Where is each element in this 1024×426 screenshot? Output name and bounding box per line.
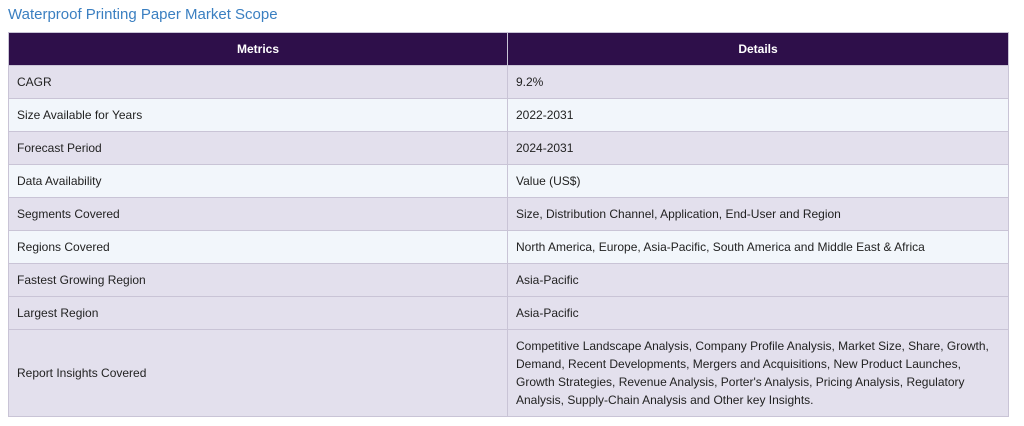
- detail-cell: Size, Distribution Channel, Application,…: [507, 197, 1009, 231]
- metric-cell: Data Availability: [8, 164, 508, 198]
- table-row: Data Availability Value (US$): [8, 164, 1009, 198]
- metric-cell: Segments Covered: [8, 197, 508, 231]
- table-header-row: Metrics Details: [8, 32, 1009, 66]
- table-row: Regions Covered North America, Europe, A…: [8, 230, 1009, 264]
- metric-cell: Largest Region: [8, 296, 508, 330]
- table-row: Segments Covered Size, Distribution Chan…: [8, 197, 1009, 231]
- table-row: Largest Region Asia-Pacific: [8, 296, 1009, 330]
- detail-cell: North America, Europe, Asia-Pacific, Sou…: [507, 230, 1009, 264]
- column-header-metrics: Metrics: [8, 32, 508, 66]
- detail-cell: 2024-2031: [507, 131, 1009, 165]
- detail-cell: Value (US$): [507, 164, 1009, 198]
- detail-cell: 2022-2031: [507, 98, 1009, 132]
- metric-cell: Report Insights Covered: [8, 329, 508, 417]
- page-title: Waterproof Printing Paper Market Scope: [8, 6, 278, 23]
- metric-cell: CAGR: [8, 65, 508, 99]
- metric-cell: Fastest Growing Region: [8, 263, 508, 297]
- metric-cell: Regions Covered: [8, 230, 508, 264]
- detail-cell: Asia-Pacific: [507, 296, 1009, 330]
- table-row: Fastest Growing Region Asia-Pacific: [8, 263, 1009, 297]
- table-row: Size Available for Years 2022-2031: [8, 98, 1009, 132]
- table-row: CAGR 9.2%: [8, 65, 1009, 99]
- metric-cell: Forecast Period: [8, 131, 508, 165]
- detail-cell: Asia-Pacific: [507, 263, 1009, 297]
- column-header-details: Details: [507, 32, 1009, 66]
- metric-cell: Size Available for Years: [8, 98, 508, 132]
- table-row: Forecast Period 2024-2031: [8, 131, 1009, 165]
- market-scope-table: Metrics Details CAGR 9.2% Size Available…: [8, 32, 1009, 417]
- table-row: Report Insights Covered Competitive Land…: [8, 329, 1009, 417]
- detail-cell: Competitive Landscape Analysis, Company …: [507, 329, 1009, 417]
- detail-cell: 9.2%: [507, 65, 1009, 99]
